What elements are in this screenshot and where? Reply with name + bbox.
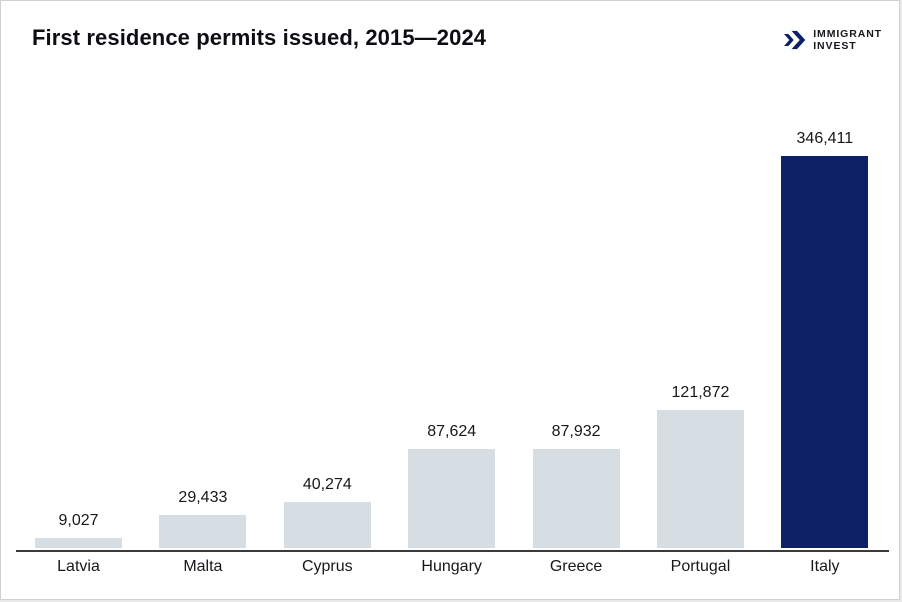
category-label-portugal: Portugal — [670, 558, 731, 575]
bar-column-portugal: 121,872 — [656, 384, 744, 548]
bar-value-label-hungary: 87,624 — [427, 422, 477, 440]
bar-value-label-portugal: 121,872 — [671, 384, 730, 402]
bar-value-label-cyprus: 40,274 — [302, 476, 352, 494]
category-labels: Latvia Malta Cyprus Hungary Greece Portugal It… — [35, 558, 868, 576]
bar-latvia — [35, 537, 122, 548]
bar-cyprus — [283, 502, 371, 548]
category-label-cyprus: Cyprus — [301, 558, 353, 575]
brand-logo: IMMIGRANT INVEST — [784, 28, 882, 53]
bar-value-label-malta: 29,433 — [178, 488, 228, 506]
category-label-malta: Malta — [183, 558, 223, 575]
category-label-latvia: Latvia — [57, 558, 100, 575]
brand-logo-line2: INVEST — [813, 40, 857, 53]
bar-column-malta: 29,433 — [159, 488, 247, 548]
bar-column-latvia: 9,027 — [35, 512, 122, 548]
x-axis-line — [16, 550, 889, 553]
bar-chart: 9,027 29,433 40,274 87,624 87,932 121,872 346,… — [35, 130, 869, 548]
header: First residence permits issued, 2015—202… — [1, 1, 899, 73]
double-chevron-right-icon — [784, 31, 806, 50]
bar-column-greece: 87,932 — [532, 422, 620, 548]
category-label-hungary: Hungary — [421, 558, 482, 575]
bar-greece — [532, 448, 620, 548]
bar-value-label-greece: 87,932 — [551, 422, 601, 440]
category-label-italy: Italy — [810, 558, 840, 575]
category-label-greece: Greece — [549, 558, 603, 575]
brand-logo-text: IMMIGRANT INVEST — [813, 28, 882, 53]
bar-column-cyprus: 40,274 — [283, 476, 371, 548]
bar-malta — [159, 514, 247, 548]
page-title: First residence permits issued, 2015—202… — [32, 25, 487, 50]
bar-hungary — [408, 448, 496, 548]
bar-value-label-latvia: 9,027 — [58, 511, 99, 529]
brand-logo-line1: IMMIGRANT — [813, 28, 882, 40]
bar-portugal — [656, 410, 744, 548]
bar-italy — [781, 156, 869, 548]
bar-column-hungary: 87,624 — [408, 422, 496, 548]
bar-column-italy: 346,411 — [781, 130, 869, 548]
bar-value-label-italy: 346,411 — [796, 130, 854, 147]
